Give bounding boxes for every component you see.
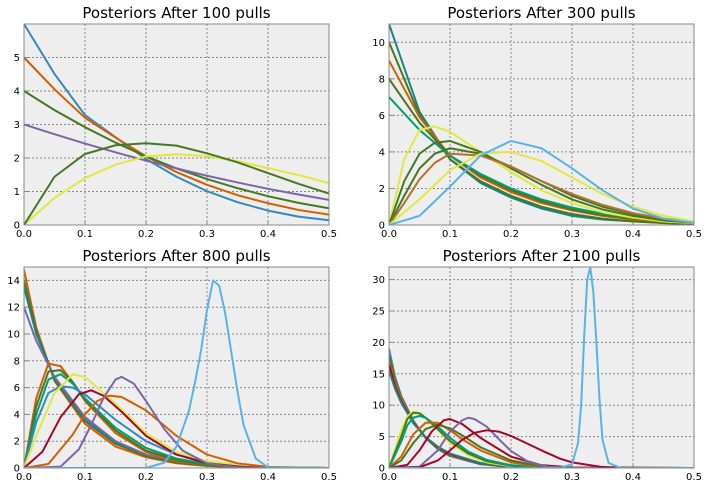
- series-line-8: [389, 152, 694, 225]
- x-tick-label: 0.2: [503, 229, 519, 240]
- x-tick-label: 0.0: [16, 229, 32, 240]
- tick-labels: 0.0 0.1 0.2 0.3 0.4 0.5 0 2 4 6 8 10 12 14: [7, 276, 337, 483]
- series-line-12: [24, 279, 329, 468]
- series-line-11: [389, 416, 694, 468]
- plot-frame: [23, 266, 330, 469]
- y-tick-label: 12: [7, 303, 20, 314]
- series-line-8: [24, 373, 329, 468]
- y-tick-label: 5: [14, 53, 20, 64]
- x-tick-label: 0.4: [260, 472, 276, 483]
- series-lines: [24, 269, 329, 468]
- chart-title: Posteriors After 100 pulls: [82, 4, 270, 22]
- series-line-10: [24, 394, 329, 468]
- series-line-1: [24, 56, 329, 216]
- x-tick-label: 0.4: [625, 472, 641, 483]
- series-line-5: [24, 142, 329, 225]
- y-tick-label: 10: [372, 401, 385, 412]
- series-line-0: [24, 24, 329, 222]
- y-tick-label: 10: [372, 38, 385, 49]
- plot-background: [389, 24, 694, 225]
- y-tick-label: 0: [14, 464, 20, 475]
- series-line-4: [24, 153, 329, 225]
- y-tick-label: 3: [14, 120, 20, 131]
- plot-frame: [388, 23, 695, 226]
- x-tick-label: 0.0: [381, 472, 397, 483]
- y-tick-label: 14: [7, 276, 20, 287]
- subplot-top-right: 0.0 0.1 0.2 0.3 0.4 0.5 0 2 4 6 8 10 Posteriors Aft…: [372, 4, 702, 240]
- x-tick-label: 0.3: [199, 472, 215, 483]
- y-tick-label: 0: [379, 464, 385, 475]
- y-tick-label: 8: [14, 356, 20, 367]
- series-line-5: [389, 125, 694, 225]
- series-line-11: [24, 375, 329, 468]
- subplot-bottom-right: 0.0 0.1 0.2 0.3 0.4 0.5 0 5 10 15 20 25 30 Posterior…: [372, 247, 702, 483]
- x-tick-label: 0.1: [77, 229, 93, 240]
- series-lines: [389, 24, 694, 225]
- y-tick-label: 4: [14, 410, 20, 421]
- y-tick-label: 4: [14, 87, 20, 98]
- series-line-3: [24, 123, 329, 201]
- y-tick-label: 2: [14, 154, 20, 165]
- x-tick-label: 0.5: [321, 472, 337, 483]
- series-line-9: [389, 150, 694, 225]
- y-tick-label: 1: [14, 187, 20, 198]
- y-tick-label: 20: [372, 338, 385, 349]
- x-tick-label: 0.0: [16, 472, 32, 483]
- x-tick-label: 0.5: [321, 229, 337, 240]
- plot-background: [389, 267, 694, 468]
- y-tick-label: 15: [372, 369, 385, 380]
- x-tick-label: 0.1: [77, 472, 93, 483]
- y-tick-label: 10: [7, 330, 20, 341]
- y-tick-label: 6: [379, 111, 385, 122]
- x-tick-label: 0.2: [138, 472, 154, 483]
- series-line-12: [389, 429, 694, 468]
- series-line-10: [389, 139, 694, 225]
- x-tick-label: 0.4: [625, 229, 641, 240]
- x-tick-label: 0.0: [381, 229, 397, 240]
- subplot-top-left: 0.0 0.1 0.2 0.3 0.4 0.5 0 1 2 3 4 5 Posteriors Afte…: [14, 4, 337, 240]
- x-tick-label: 0.1: [442, 229, 458, 240]
- series-line-13: [389, 267, 694, 468]
- plot-frame: [23, 23, 330, 226]
- series-lines: [24, 24, 329, 225]
- x-tick-label: 0.3: [564, 229, 580, 240]
- y-tick-label: 5: [379, 432, 385, 443]
- x-tick-label: 0.3: [199, 229, 215, 240]
- y-tick-label: 4: [379, 147, 385, 158]
- y-tick-label: 25: [372, 306, 385, 317]
- chart-title: Posteriors After 800 pulls: [82, 247, 270, 265]
- y-tick-label: 2: [14, 437, 20, 448]
- tick-labels: 0.0 0.1 0.2 0.3 0.4 0.5 0 2 4 6 8 10: [372, 38, 702, 240]
- x-tick-label: 0.2: [503, 472, 519, 483]
- tick-labels: 0.0 0.1 0.2 0.3 0.4 0.5 0 5 10 15 20 25 30: [372, 275, 702, 483]
- x-tick-label: 0.5: [686, 472, 702, 483]
- x-tick-label: 0.1: [442, 472, 458, 483]
- x-tick-label: 0.3: [564, 472, 580, 483]
- plot-frame: [388, 266, 695, 469]
- x-tick-label: 0.5: [686, 229, 702, 240]
- chart-title: Posteriors After 300 pulls: [447, 4, 635, 22]
- x-tick-label: 0.2: [138, 229, 154, 240]
- y-tick-label: 8: [379, 74, 385, 85]
- tick-labels: 0.0 0.1 0.2 0.3 0.4 0.5 0 1 2 3 4 5: [14, 53, 337, 240]
- x-tick-label: 0.4: [260, 229, 276, 240]
- chart-title: Posteriors After 2100 pulls: [443, 247, 641, 265]
- series-line-6: [389, 139, 694, 225]
- plot-background: [24, 267, 329, 468]
- y-tick-label: 0: [379, 221, 385, 232]
- y-tick-label: 2: [379, 184, 385, 195]
- y-tick-label: 30: [372, 275, 385, 286]
- y-tick-label: 0: [14, 221, 20, 232]
- grid: [388, 267, 695, 469]
- grid: [388, 24, 695, 226]
- y-tick-label: 6: [14, 383, 20, 394]
- subplot-bottom-left: 0.0 0.1 0.2 0.3 0.4 0.5 0 2 4 6 8 10 12 14 Posteriors…: [7, 247, 337, 483]
